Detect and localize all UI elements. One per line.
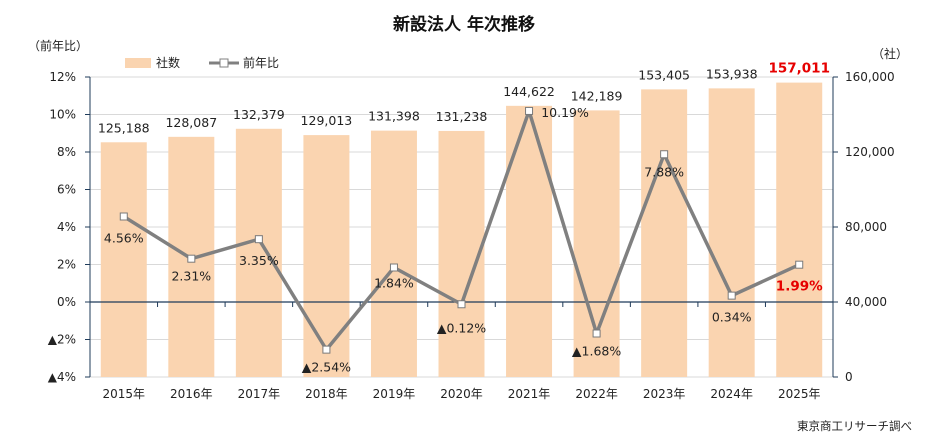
left-tick-label: 4%	[57, 220, 76, 234]
right-tick-label: 80,000	[845, 220, 887, 234]
yoy-marker	[389, 263, 398, 272]
yoy-marker	[660, 150, 669, 159]
category-label: 2017年	[238, 387, 281, 401]
bar-value-label: 132,379	[233, 107, 285, 122]
left-tick-label: 2%	[57, 258, 76, 272]
line-series	[119, 106, 804, 354]
bar	[438, 130, 485, 377]
yoy-marker	[795, 260, 804, 269]
bar-value-label: 142,189	[571, 88, 623, 103]
bar-value-label: 153,405	[638, 67, 690, 82]
right-axis-unit: （社）	[872, 46, 908, 61]
bar-value-label: 157,011	[768, 61, 830, 77]
yoy-value-label: 1.99%	[776, 279, 823, 295]
legend-line-label: 前年比	[243, 55, 279, 70]
left-tick-label: 6%	[57, 183, 76, 197]
bar	[303, 135, 350, 377]
left-tick-label: 0%	[57, 295, 76, 309]
yoy-marker	[187, 254, 196, 263]
bar	[641, 89, 688, 377]
yoy-value-label: 7.88%	[644, 164, 684, 179]
category-label: 2020年	[440, 387, 483, 401]
yoy-value-label: 2.31%	[171, 269, 211, 284]
yoy-value-label: ▲1.68%	[572, 344, 621, 359]
yoy-marker	[457, 300, 466, 309]
data-labels: 125,188 128,087 132,379 129,013 131,398 131,2…	[98, 61, 830, 375]
yoy-marker	[525, 106, 534, 115]
bar-value-label: 131,398	[368, 109, 420, 124]
bar-value-label: 131,238	[436, 109, 488, 124]
yoy-value-label: ▲0.12%	[437, 320, 486, 335]
yoy-value-label: 4.56%	[104, 231, 144, 246]
category-label: 2016年	[170, 387, 213, 401]
left-tick-label: ▲4%	[48, 370, 76, 384]
bar	[776, 82, 823, 378]
category-label: 2021年	[508, 387, 551, 401]
right-tick-label: 40,000	[845, 295, 887, 309]
bar	[708, 88, 755, 378]
category-label: 2022年	[575, 387, 618, 401]
bar-value-label: 153,938	[706, 66, 758, 81]
left-tick-label: 12%	[49, 70, 76, 84]
chart-title: 新設法人 年次推移	[393, 14, 535, 35]
bar	[370, 130, 417, 377]
bar	[100, 142, 147, 377]
yoy-value-label: ▲2.54%	[302, 360, 351, 375]
category-label: 2018年	[305, 387, 348, 401]
bar	[506, 105, 553, 378]
tick-labels: ▲4% ▲2% 0% 2% 4% 6% 8% 10% 12% 0 40,000 80,000 120,0…	[48, 70, 895, 401]
right-tick-label: 0	[845, 370, 853, 384]
legend: 社数 前年比	[125, 55, 279, 70]
category-label: 2015年	[102, 387, 145, 401]
category-label: 2024年	[710, 387, 753, 401]
yoy-value-label: 10.19%	[541, 105, 589, 120]
bar-value-label: 129,013	[301, 113, 353, 128]
left-tick-label: ▲2%	[48, 333, 76, 347]
left-tick-label: 10%	[49, 108, 76, 122]
bar-value-label: 125,188	[98, 120, 150, 135]
yoy-value-label: 3.35%	[239, 253, 279, 268]
yoy-value-label: 1.84%	[374, 276, 414, 291]
bar-value-label: 128,087	[165, 115, 217, 130]
category-label: 2019年	[373, 387, 416, 401]
legend-bar-label: 社数	[156, 55, 180, 70]
yoy-value-label: 0.34%	[712, 310, 752, 325]
category-label: 2023年	[643, 387, 686, 401]
yoy-marker	[254, 235, 263, 244]
bar	[235, 128, 282, 377]
legend-line-marker	[219, 58, 229, 68]
bar-value-label: 144,622	[503, 84, 555, 99]
yoy-marker	[592, 329, 601, 338]
yoy-marker	[119, 212, 128, 221]
yoy-marker	[727, 291, 736, 300]
category-label: 2025年	[778, 387, 821, 401]
left-tick-label: 8%	[57, 145, 76, 159]
right-tick-label: 120,000	[845, 145, 895, 159]
right-tick-label: 160,000	[845, 70, 895, 84]
yoy-marker	[322, 345, 331, 354]
legend-bar-swatch	[125, 58, 151, 68]
left-axis-unit: （前年比）	[28, 38, 88, 53]
source-note: 東京商工リサーチ調べ	[797, 419, 912, 433]
